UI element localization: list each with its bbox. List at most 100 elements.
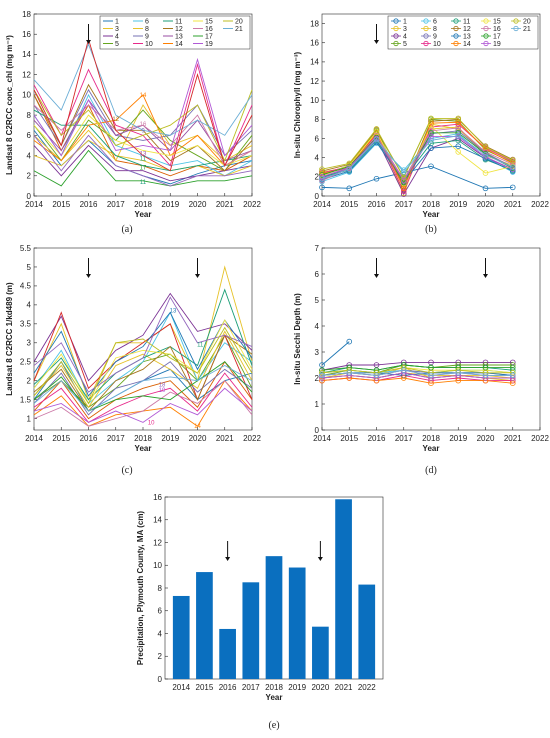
series-point [400,169,407,175]
legend-entry: 11 [175,18,182,25]
series-line [33,334,253,412]
y-tick-label: 14 [22,50,31,59]
series-annotation: 13 [140,152,147,158]
arrow-head [195,274,200,278]
y-tick-label: 2 [315,374,320,383]
x-tick-label: 2020 [189,434,207,443]
series-line [33,361,253,412]
y-tick-label: 8 [158,584,163,593]
legend-entry: 1 [403,18,407,25]
y-tick-label: 5.5 [20,244,32,253]
series-point [428,115,434,122]
x-tick-label: 2016 [80,434,98,443]
legend-marker [393,40,399,47]
x-tick-label: 2021 [216,434,234,443]
x-tick-label: 2017 [107,434,125,443]
legend-entry: 19 [493,41,501,48]
legend-entry: 11 [463,18,470,25]
series-line [321,132,513,184]
legend-entry: 17 [493,33,501,40]
y-tick-label: 12 [153,538,162,547]
legend-marker [513,18,519,24]
series-line [321,364,513,371]
x-tick-label: 2022 [243,434,261,443]
x-tick-label: 2014 [25,434,43,443]
series-annotation: 12 [112,117,119,123]
y-tick-label: 8 [315,115,320,124]
y-tick-label: 1 [315,400,320,409]
series-point [319,177,325,184]
y-tick-label: 18 [310,19,319,28]
y-tick-label: 1.5 [20,395,32,404]
series-point [373,175,380,182]
x-tick-label: 2022 [531,200,549,209]
y-axis-label: In-situ Secchi Depth (m) [293,293,302,385]
x-axis-label: Year [423,444,440,453]
legend-entry: 13 [463,33,471,40]
series-line [321,341,350,366]
series-line [321,141,513,183]
y-tick-label: 5 [315,296,320,305]
series-point [319,377,325,384]
y-tick-label: 14 [153,516,162,525]
series-point [482,372,489,379]
x-tick-label: 2017 [107,200,125,209]
y-tick-label: 3 [315,348,320,357]
arrow-head [483,274,488,278]
legend-marker [393,18,399,24]
series-line [321,377,513,384]
series-point [373,136,380,143]
bar [172,595,190,679]
series-point [319,362,325,368]
x-tick-label: 2018 [422,434,440,443]
legend-marker [423,33,429,39]
x-tick-label: 2021 [504,200,522,209]
series-line [33,311,253,397]
panel-d-line-chart: 0 1 2 3 4 5 6 7 2014 2015 2016 2017 2018 2019 2020 2021… [293,244,549,476]
series-line [33,43,253,136]
series-annotation: 19 [159,388,166,394]
legend-entry: 4 [115,33,119,40]
y-axis-label: In-situ Chlorophyll (mg m⁻³) [293,51,302,158]
series-line [33,149,253,187]
x-tick-label: 2018 [134,434,152,443]
series-point [346,185,353,192]
y-tick-label: 0 [315,426,320,435]
series-line [321,369,513,376]
series-point [428,137,434,144]
x-axis-label: Year [135,444,152,453]
series-point [455,143,462,149]
legend-marker [393,33,399,39]
x-tick-label: 2016 [80,200,98,209]
series-point [346,160,353,167]
legend-entry: 14 [175,41,183,48]
legend-entry: 3 [403,26,407,33]
y-tick-label: 2.5 [20,358,32,367]
x-tick-label: 2017 [395,434,413,443]
legend-entry: 15 [493,18,501,25]
y-tick-label: 7 [315,244,320,253]
x-tick-label: 2016 [368,200,386,209]
x-tick-label: 2016 [219,683,237,692]
legend-entry: 10 [145,41,153,48]
series-line [321,136,513,182]
series-annotation: 17 [140,166,147,172]
x-tick-label: 2015 [52,200,70,209]
series-line [33,134,253,187]
x-tick-label: 2019 [449,434,467,443]
x-tick-label: 2014 [25,200,43,209]
series-point [455,377,462,384]
x-tick-label: 2015 [340,200,358,209]
legend-entry: 21 [523,26,531,33]
legend-entry: 9 [145,33,149,40]
series-line [321,117,513,179]
series-line [321,372,513,379]
legend-entry: 20 [523,18,531,25]
series-point [319,184,325,191]
legend-entry: 4 [403,33,407,40]
x-axis-label: Year [423,210,440,219]
series-point [428,372,434,379]
series-point [319,166,325,172]
y-tick-label: 10 [153,561,162,570]
